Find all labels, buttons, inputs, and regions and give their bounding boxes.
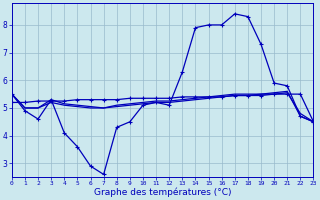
X-axis label: Graphe des températures (°C): Graphe des températures (°C)	[94, 188, 231, 197]
